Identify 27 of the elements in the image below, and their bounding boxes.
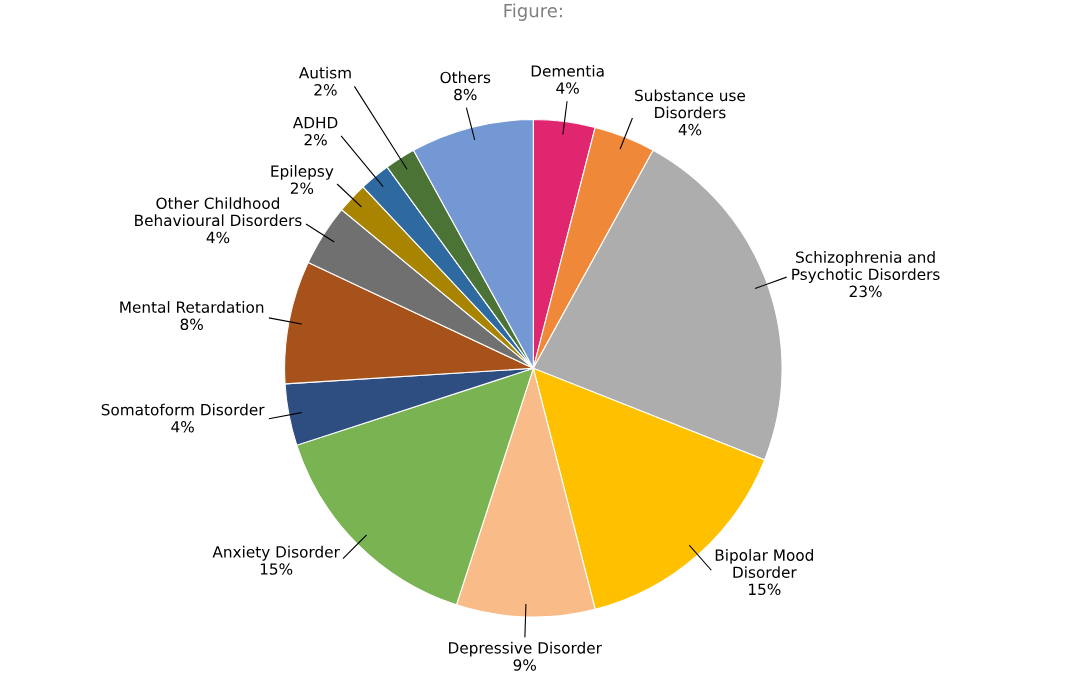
data-label: 9% — [513, 659, 537, 671]
data-label: 2% — [290, 182, 314, 194]
slice-label: Schizophrenia and Psychotic Disorders — [792, 251, 940, 284]
data-label: 4% — [206, 231, 230, 244]
slice-label: Bipolar Mood Disorder — [715, 549, 813, 578]
slice-label: Depressive Disorder — [449, 641, 602, 657]
data-label: 8% — [454, 88, 477, 101]
data-label: 2% — [304, 133, 327, 146]
chart-title: Figure: — [504, 3, 562, 21]
data-label: 15% — [749, 583, 781, 596]
slice-label: Other Childhood Behavioural Disorders — [135, 197, 302, 227]
slice-label: Dementia — [531, 64, 604, 77]
slice-label: ADHD — [292, 117, 338, 129]
data-label: 4% — [678, 123, 702, 136]
slice-label: Epilepsy — [271, 165, 334, 180]
data-label: 23% — [849, 285, 882, 298]
slice-label: Somatoform Disorder — [101, 403, 265, 416]
slice-label: Mental Retardation — [120, 301, 264, 313]
slice-label: Anxiety Disorder — [212, 545, 340, 561]
slice-label: Substance use Disorders — [635, 89, 746, 119]
data-label: 4% — [171, 421, 194, 433]
slice-label: Autism — [298, 66, 351, 79]
slice-label: Others — [440, 71, 491, 84]
data-label: 4% — [556, 82, 579, 94]
data-label: 2% — [314, 84, 337, 96]
data-label: 8% — [180, 318, 203, 331]
data-label: 15% — [260, 563, 293, 575]
